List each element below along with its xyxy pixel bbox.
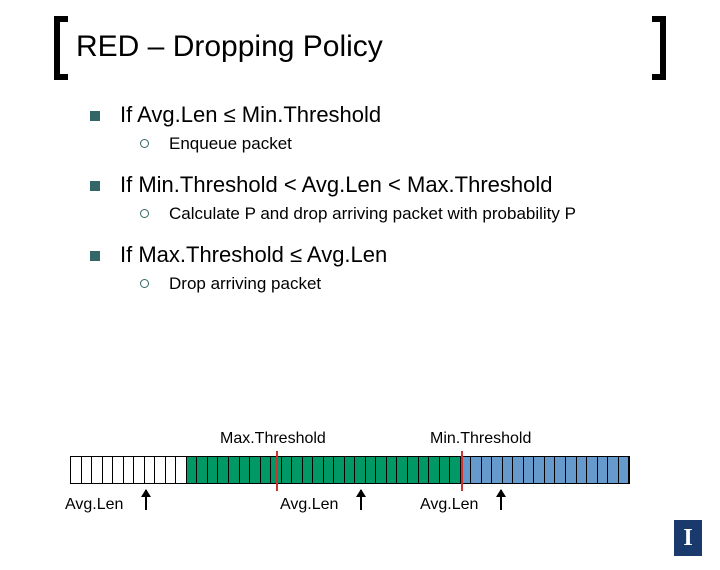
queue-segment [492,457,503,483]
avglen-label: Avg.Len [420,496,478,514]
queue-segment [608,457,619,483]
queue-segment [513,457,524,483]
avglen-arrow-icon [360,490,362,510]
queue-segment [366,457,377,483]
queue-segment [229,457,240,483]
bullet-item: If Min.Threshold < Avg.Len < Max.Thresho… [90,172,650,198]
queue-segment [429,457,440,483]
queue-segment [176,457,187,483]
queue-segment [587,457,598,483]
queue-segment [240,457,251,483]
queue-segment [577,457,588,483]
queue-segment [124,457,135,483]
avglen-arrow-icon [500,490,502,510]
logo-letter: I [683,525,692,552]
queue-segment [355,457,366,483]
queue-bar [70,456,630,484]
queue-segment [534,457,545,483]
bullet-item: If Avg.Len ≤ Min.Threshold [90,102,650,128]
avglen-label: Avg.Len [280,496,338,514]
queue-segment [155,457,166,483]
queue-segment [334,457,345,483]
queue-segment [503,457,514,483]
queue-segment [598,457,609,483]
queue-segment [397,457,408,483]
queue-segment [376,457,387,483]
queue-segment [166,457,177,483]
queue-segment [145,457,156,483]
queue-segment [419,457,430,483]
queue-segment [197,457,208,483]
content-area: If Avg.Len ≤ Min.Threshold Enqueue packe… [90,102,650,294]
diagram-bottom-labels: Avg.LenAvg.LenAvg.Len [70,490,650,530]
queue-segment [545,457,556,483]
circle-bullet-icon [140,209,149,218]
max-threshold-label: Max.Threshold [220,430,326,448]
queue-segment [619,457,630,483]
queue-segment [482,457,493,483]
square-bullet-icon [90,111,100,121]
queue-segment [92,457,103,483]
min-threshold-label: Min.Threshold [430,430,531,448]
queue-segment [440,457,451,483]
bullet-text: If Avg.Len ≤ Min.Threshold [120,102,381,128]
queue-segment [187,457,198,483]
queue-segment [471,457,482,483]
queue-segment [134,457,145,483]
sub-bullet-item: Enqueue packet [140,134,650,154]
sub-bullet-item: Drop arriving packet [140,274,650,294]
circle-bullet-icon [140,279,149,288]
queue-segment [524,457,535,483]
queue-segment [387,457,398,483]
sub-bullet-text: Calculate P and drop arriving packet wit… [169,204,576,224]
queue-segment [303,457,314,483]
diagram-top-labels: Max.Threshold Min.Threshold [70,430,650,454]
sub-bullet-text: Drop arriving packet [169,274,321,294]
queue-segment [113,457,124,483]
sub-bullet-text: Enqueue packet [169,134,292,154]
queue-segment [555,457,566,483]
institution-logo: I [674,520,702,556]
avglen-label: Avg.Len [65,496,123,514]
queue-segment [282,457,293,483]
bracket-right-icon [652,16,666,80]
square-bullet-icon [90,181,100,191]
queue-segment [292,457,303,483]
queue-segment [408,457,419,483]
title-bar: RED – Dropping Policy [60,30,660,72]
queue-segment [250,457,261,483]
queue-segment [261,457,272,483]
queue-segment [82,457,93,483]
queue-segment [218,457,229,483]
queue-segment [103,457,114,483]
queue-segment [71,457,82,483]
queue-segment [566,457,577,483]
bracket-left-icon [54,16,68,80]
queue-segment [345,457,356,483]
square-bullet-icon [90,251,100,261]
queue-segment [324,457,335,483]
bullet-text: If Max.Threshold ≤ Avg.Len [120,242,387,268]
bullet-text: If Min.Threshold < Avg.Len < Max.Thresho… [120,172,553,198]
sub-bullet-item: Calculate P and drop arriving packet wit… [140,204,650,224]
threshold-tick-icon [461,451,463,491]
bullet-item: If Max.Threshold ≤ Avg.Len [90,242,650,268]
queue-segment [450,457,461,483]
threshold-tick-icon [276,451,278,491]
queue-diagram: Max.Threshold Min.Threshold Avg.Len Avg.L… [70,430,650,530]
circle-bullet-icon [140,139,149,148]
avglen-arrow-icon [145,490,147,510]
queue-segment [313,457,324,483]
slide-title: RED – Dropping Policy [60,30,660,64]
queue-segment [208,457,219,483]
